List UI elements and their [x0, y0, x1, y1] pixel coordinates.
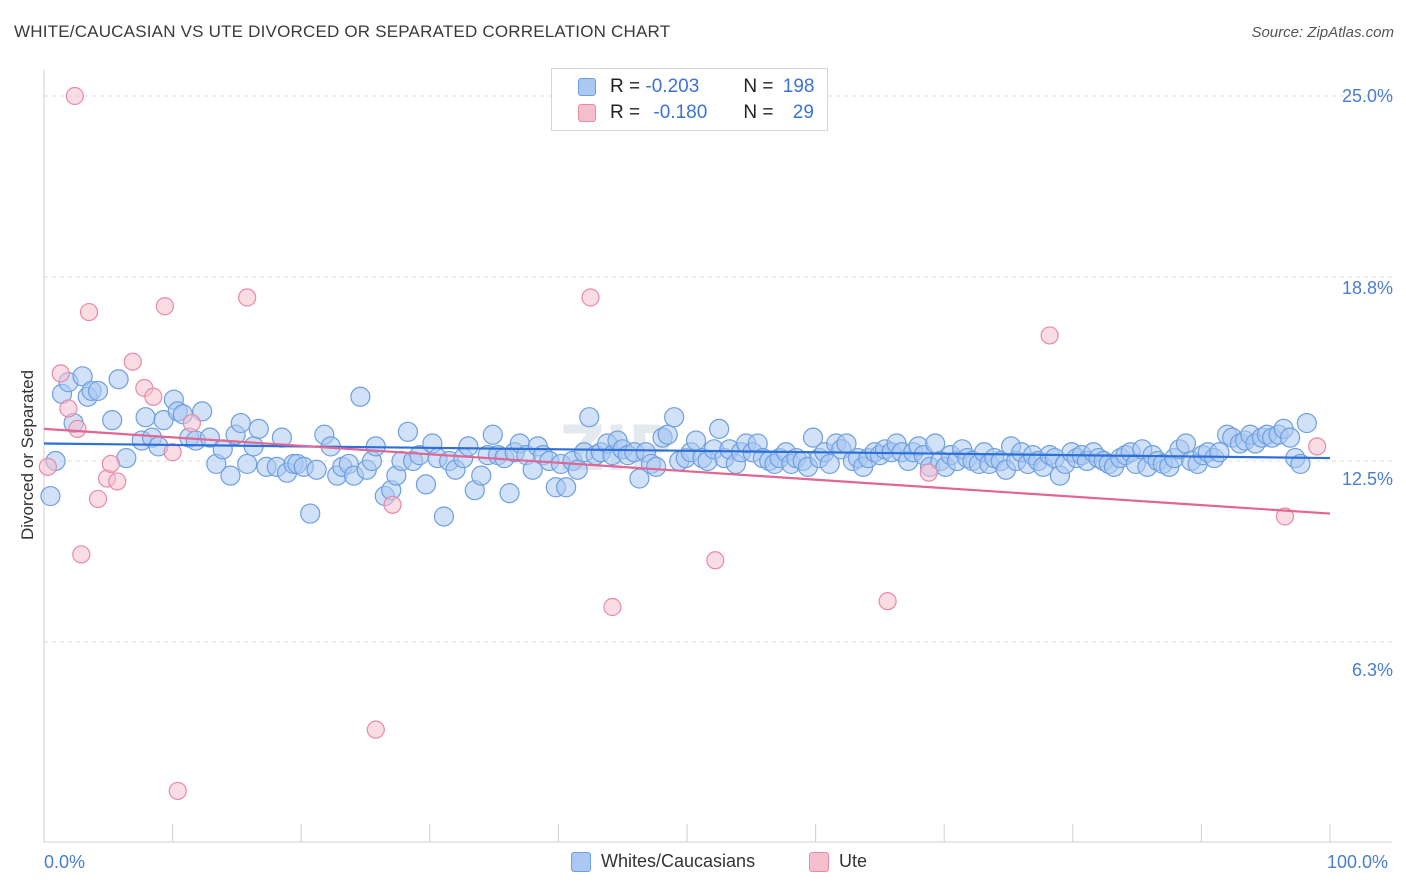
ute-data-point — [238, 288, 257, 307]
legend-label: Whites/Caucasians — [601, 851, 756, 871]
white-data-point — [802, 427, 824, 448]
ute-data-point — [51, 364, 70, 383]
blue-swatch-icon — [578, 78, 596, 96]
ute-data-point — [182, 413, 201, 433]
legend-label: Ute — [839, 851, 868, 871]
ute-data-point — [706, 551, 725, 570]
ute-data-point — [79, 302, 99, 322]
ute-data-point — [101, 454, 120, 474]
white-data-point — [1290, 453, 1311, 475]
ute-data-point — [38, 457, 57, 476]
blue-swatch-icon — [571, 851, 591, 872]
white-data-point — [819, 453, 840, 475]
white-data-point — [230, 412, 251, 434]
legend-item-whites[interactable]: Whites/Caucasians — [571, 851, 755, 872]
ute-data-point — [123, 352, 142, 371]
n-label: N = — [743, 102, 774, 123]
n-value: 29 — [792, 102, 814, 123]
ute-data-point — [88, 489, 108, 509]
pink-swatch-icon — [578, 104, 596, 122]
ute-data-point — [603, 597, 622, 617]
x-tick-label: 0.0% — [44, 852, 86, 872]
ute-data-point — [1308, 437, 1327, 456]
ute-data-point — [68, 419, 87, 438]
n-value: 198 — [782, 76, 815, 97]
r-value: -0.203 — [645, 76, 700, 97]
y-tick-label: 25.0% — [1341, 86, 1393, 106]
white-data-point — [415, 474, 437, 495]
legend-row-ute: R = -0.180 N = 29 — [578, 100, 814, 126]
white-data-point — [237, 453, 258, 475]
ute-data-point — [168, 781, 187, 801]
white-data-point — [471, 465, 492, 486]
pink-swatch-icon — [809, 851, 829, 872]
ute-data-point — [366, 720, 385, 739]
white-data-point — [499, 483, 520, 504]
ute-data-point — [65, 86, 84, 106]
white-data-point — [646, 456, 667, 477]
chart-title: WHITE/CAUCASIAN VS UTE DIVORCED OR SEPAR… — [14, 22, 671, 41]
white-data-point — [657, 424, 678, 445]
white-data-point — [40, 485, 61, 507]
white-data-point — [433, 506, 455, 527]
white-data-point — [135, 407, 156, 428]
white-data-point — [350, 386, 371, 407]
r-label: R = — [610, 102, 641, 123]
white-data-point — [556, 477, 577, 498]
white-data-point — [482, 424, 503, 445]
white-data-point — [925, 433, 946, 454]
ute-data-point — [878, 592, 897, 611]
white-data-point — [709, 418, 730, 439]
white-data-point — [458, 436, 479, 457]
white-data-point — [1175, 433, 1197, 454]
white-data-point — [87, 380, 109, 402]
y-tick-label: 6.3% — [1351, 660, 1393, 680]
x-tick-label: 100.0% — [1327, 852, 1389, 872]
legend-row-whites: R = -0.203 N = 198 — [578, 74, 814, 100]
white-data-point — [108, 369, 129, 390]
ute-data-point — [919, 463, 938, 482]
white-data-point — [306, 459, 327, 480]
white-data-point — [300, 503, 321, 524]
r-label: R = — [610, 76, 641, 97]
white-data-point — [579, 407, 600, 428]
stats-legend: R = -0.203 N = 198 R = -0.180 N = 29 — [551, 68, 828, 131]
ute-data-point — [72, 545, 91, 564]
white-data-point — [220, 465, 241, 486]
white-data-point — [248, 418, 269, 439]
white-data-point — [199, 427, 220, 448]
legend-item-ute[interactable]: Ute — [809, 851, 867, 872]
ute-data-point — [155, 297, 174, 316]
ute-trend-line — [43, 427, 1331, 515]
r-value: -0.180 — [653, 102, 708, 123]
white-data-point — [664, 407, 685, 428]
y-tick-label: 18.8% — [1341, 278, 1393, 298]
ute-data-point — [1040, 326, 1059, 345]
white-trend-line — [43, 442, 1331, 460]
ute-data-point — [1275, 507, 1295, 526]
ute-data-point — [144, 387, 163, 406]
white-data-point — [685, 430, 707, 451]
white-data-point — [1280, 427, 1301, 448]
white-data-point — [72, 366, 93, 387]
white-data-point — [397, 421, 419, 442]
ute-data-point — [59, 399, 78, 418]
source-note: Source: ZipAtlas.com — [1251, 24, 1394, 41]
ute-data-point — [383, 495, 402, 514]
white-data-point — [1296, 412, 1317, 434]
ute-data-point — [581, 288, 600, 307]
white-data-point — [102, 410, 123, 431]
ute-data-point — [163, 443, 182, 462]
y-tick-label: 12.5% — [1341, 469, 1393, 489]
ute-data-point — [108, 472, 127, 491]
n-label: N = — [743, 76, 774, 97]
